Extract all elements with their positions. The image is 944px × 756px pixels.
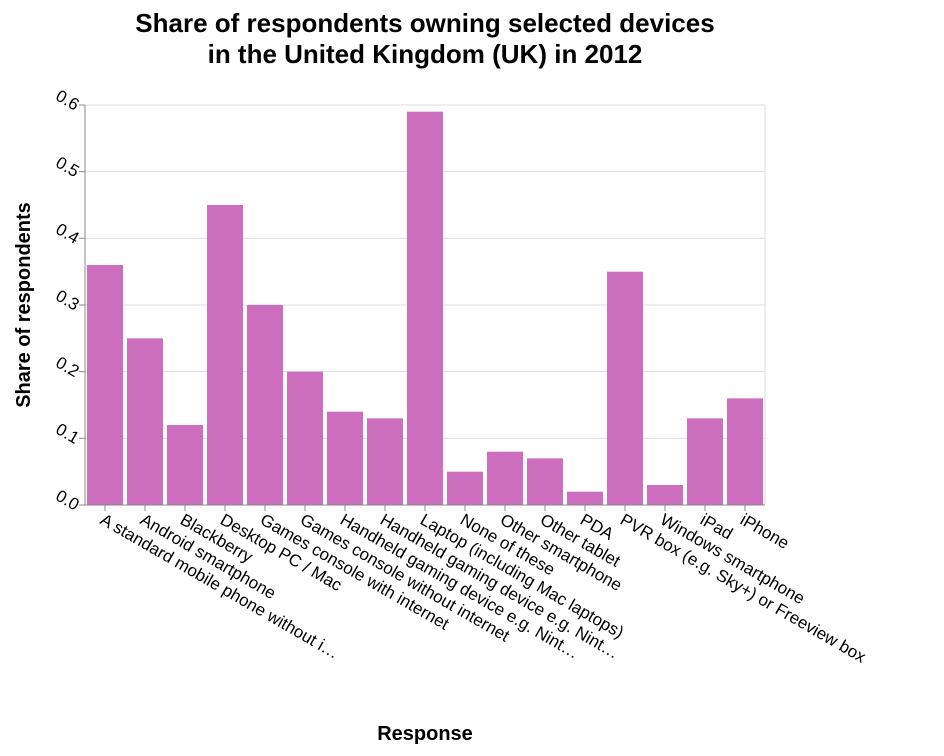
bar: [447, 471, 483, 505]
chart-title-line-1: Share of respondents owning selected dev…: [135, 8, 714, 38]
bar: [567, 491, 603, 505]
y-tick-label: 0.3: [53, 286, 83, 314]
y-tick-label: 0.4: [53, 220, 83, 248]
bar: [527, 458, 563, 505]
y-axis-ticks: 0.0 0.1 0.2 0.3 0.4 0.5 0.6: [53, 86, 85, 514]
y-tick-label: 0.6: [53, 86, 83, 114]
bar: [727, 398, 763, 505]
x-tick-label: iPhone: [737, 510, 792, 553]
x-axis-title: Response: [377, 723, 473, 745]
y-axis-title: Share of respondents: [13, 202, 35, 408]
chart-title-line-2: in the United Kingdom (UK) in 2012: [208, 39, 643, 69]
bar: [207, 205, 243, 505]
bar: [287, 371, 323, 505]
bar: [127, 338, 163, 505]
bar: [647, 485, 683, 505]
bar: [687, 418, 723, 505]
y-tick-label: 0.2: [53, 353, 83, 381]
x-axis-ticks: A standard mobile phone without i…Androi…: [97, 505, 870, 667]
y-tick-label: 0.5: [53, 153, 83, 181]
bar: [167, 425, 203, 505]
bars: [87, 111, 763, 506]
bar: [247, 305, 283, 505]
bar: [407, 111, 443, 506]
bar: [327, 411, 363, 505]
y-tick-label: 0.0: [53, 486, 83, 514]
bar: [87, 265, 123, 505]
bar: [487, 451, 523, 505]
y-tick-label: 0.1: [53, 420, 83, 448]
bar: [367, 418, 403, 505]
bar: [607, 271, 643, 505]
x-tick-label: PVR box (e.g. Sky+) or Freeview box: [617, 510, 870, 667]
